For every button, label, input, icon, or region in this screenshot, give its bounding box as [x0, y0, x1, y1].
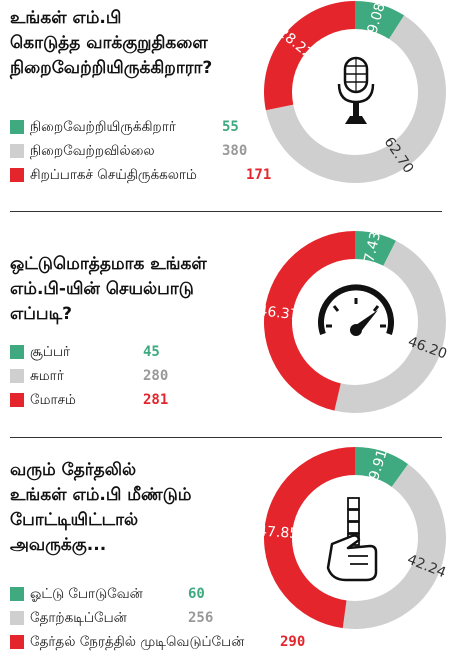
- question-line: நிறைவேற்றியிருக்கிறாரா?: [10, 58, 213, 78]
- question-title: உங்கள் எம்.பி கொடுத்த வாக்குறுதிகளை நிறை…: [10, 6, 212, 81]
- hand-vote-icon: [326, 497, 378, 582]
- donut-slice: [264, 1, 355, 111]
- question-line: அவருக்கு...: [10, 535, 107, 555]
- donut-slice: [263, 447, 355, 629]
- legend-swatch-gray: [10, 611, 24, 625]
- chart-panel-3: வரும் தேர்தலில் உங்கள் எம்.பி மீண்டும் ப…: [0, 438, 450, 671]
- donut-slice: [342, 464, 447, 629]
- legend-count: 280: [143, 368, 169, 384]
- legend-swatch-red: [10, 168, 24, 182]
- legend-count: 281: [143, 392, 169, 408]
- legend-count: 55: [222, 119, 239, 135]
- question-line: ஒட்டுமொத்தமாக உங்கள்: [10, 254, 207, 274]
- legend-count: 290: [280, 634, 306, 650]
- legend-swatch-gray: [10, 369, 24, 383]
- legend-swatch-green: [10, 345, 24, 359]
- legend-count: 256: [188, 610, 214, 626]
- question-line: எப்படி?: [10, 304, 72, 324]
- slice-percent-label: 7.43: [361, 230, 384, 264]
- chart-panel-1: உங்கள் எம்.பி கொடுத்த வாக்குறுதிகளை நிறை…: [0, 0, 450, 210]
- slice-percent-label: 46.37: [258, 303, 300, 323]
- legend-label: சுமார்: [30, 368, 64, 384]
- legend-label: தோற்கடிப்பேன்: [30, 610, 127, 626]
- speedometer-icon: [318, 284, 394, 336]
- question-title: ஒட்டுமொத்தமாக உங்கள் எம்.பி-யின் செயல்பா…: [10, 252, 207, 327]
- donut-slice: [334, 240, 447, 413]
- legend-count: 171: [246, 167, 272, 183]
- donut-slice: [355, 1, 405, 39]
- legend-swatch-green: [10, 587, 24, 601]
- legend-swatch-red: [10, 393, 24, 407]
- legend-label: சூப்பர்: [30, 344, 71, 360]
- donut-slice: [355, 447, 409, 487]
- donut-slice: [265, 15, 446, 183]
- question-line: உங்கள் எம்.பி: [10, 8, 122, 28]
- legend-count: 380: [222, 143, 248, 159]
- legend-label: நிறைவேற்றவில்லை: [30, 143, 155, 159]
- donut-slice: [355, 231, 396, 266]
- legend-label: மோசம்: [30, 392, 76, 408]
- divider: [10, 437, 442, 438]
- chart-panel-2: ஒட்டுமொத்தமாக உங்கள் எம்.பி-யின் செயல்பா…: [0, 212, 450, 437]
- divider: [10, 211, 442, 212]
- question-line: எம்.பி-யின் செயல்பாடு: [10, 279, 194, 299]
- legend-swatch-green: [10, 120, 24, 134]
- legend-label: ஓட்டு போடுவேன்: [30, 586, 143, 602]
- donut-slice: [263, 231, 355, 411]
- question-line: வரும் தேர்தலில்: [10, 460, 137, 480]
- question-line: கொடுத்த வாக்குறுதிகளை: [10, 33, 208, 53]
- legend-swatch-red: [10, 635, 24, 649]
- legend-swatch-gray: [10, 144, 24, 158]
- legend-label: சிறப்பாகச் செய்திருக்கலாம்: [30, 167, 197, 183]
- question-title: வரும் தேர்தலில் உங்கள் எம்.பி மீண்டும் ப…: [10, 458, 192, 558]
- question-line: உங்கள் எம்.பி மீண்டும்: [10, 485, 192, 505]
- slice-percent-label: 47.85: [258, 523, 299, 542]
- legend-count: 45: [143, 344, 160, 360]
- microphone-icon: [337, 56, 375, 124]
- legend-label: தேர்தல் நேரத்தில் முடிவெடுப்பேன்: [30, 634, 245, 650]
- question-line: போட்டியிட்டால்: [10, 510, 139, 530]
- legend-count: 60: [188, 586, 205, 602]
- legend-label: நிறைவேற்றியிருக்கிறார்: [30, 119, 176, 135]
